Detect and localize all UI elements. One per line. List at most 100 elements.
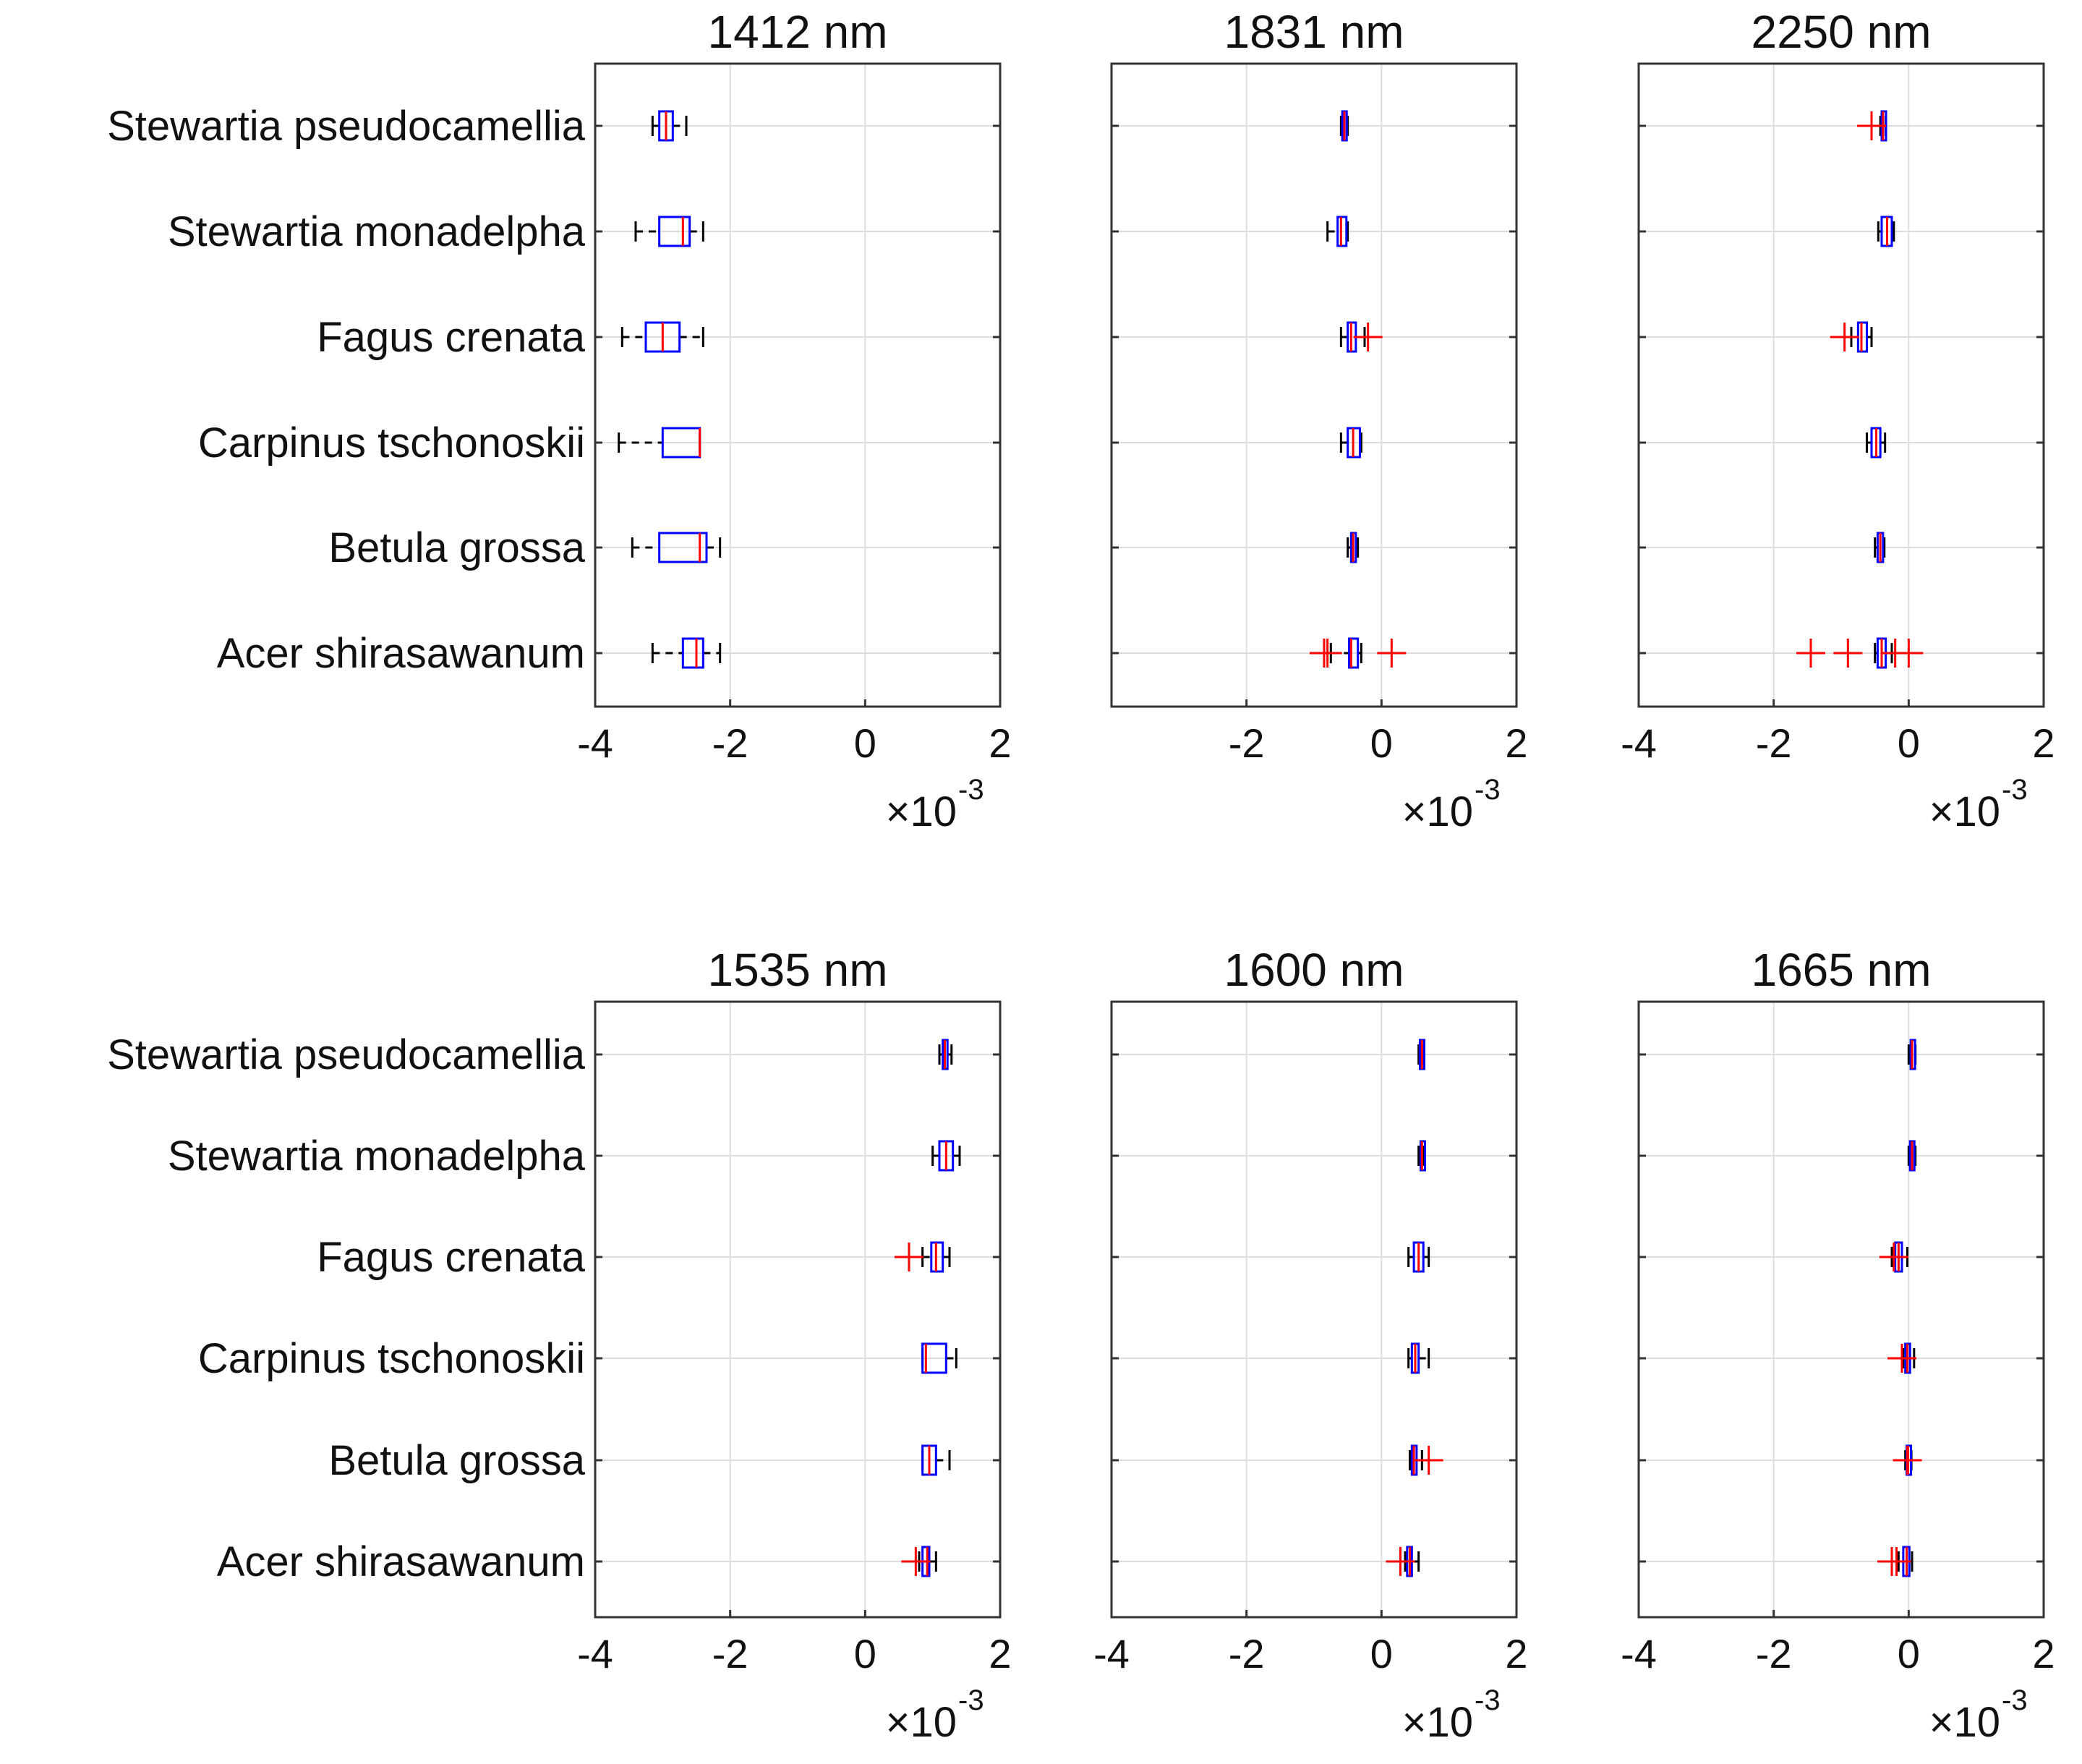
- axes-frame: [1110, 1000, 1518, 1619]
- box-fagus-crenata: [1879, 1241, 1908, 1273]
- box-stewartia-monadelpha: [1877, 216, 1895, 247]
- box-acer-shirasawanum: [1877, 1546, 1914, 1577]
- box-stewartia-pseudocamellia: [651, 110, 688, 142]
- box-stewartia-pseudocamellia: [1907, 1039, 1917, 1070]
- category-label: Stewartia monadelpha: [168, 1133, 586, 1180]
- axes-frame: [594, 62, 1002, 708]
- panel-title: 1535 nm: [707, 944, 887, 996]
- x-tick-label: -2: [1756, 720, 1792, 766]
- box-stewartia-monadelpha: [931, 1140, 961, 1172]
- box-carpinus-tschonoskii: [1865, 427, 1887, 459]
- panel-1600-nm: -4 -2 0 2 ×10 -3 1600 nm: [1093, 944, 1527, 1746]
- box-stewartia-monadelpha: [1417, 1140, 1426, 1172]
- panel-title: 1412 nm: [707, 6, 887, 58]
- axes-frame: [1637, 62, 2045, 708]
- x-tick-label: 2: [1505, 1631, 1527, 1676]
- x-tick-label: -4: [577, 1631, 613, 1676]
- x-tick-label: -2: [1229, 1631, 1265, 1676]
- box-carpinus-tschonoskii: [618, 427, 701, 459]
- panel-2250-nm: -4 -2 0 2 ×10 -3 2250 nm: [1621, 6, 2055, 835]
- x-tick-label: 2: [989, 1631, 1011, 1676]
- panel-title: 1600 nm: [1224, 944, 1404, 996]
- box-fagus-crenata: [1830, 321, 1873, 353]
- x-tick-label: -4: [1093, 1631, 1130, 1676]
- box-fagus-crenata: [1407, 1241, 1430, 1273]
- axes-frame: [1110, 62, 1518, 708]
- x-tick-label: 0: [854, 1631, 876, 1676]
- panel-title: 1665 nm: [1751, 944, 1931, 996]
- panel-1831-nm: -2 0 2 ×10 -3 1831 nm: [1110, 6, 1528, 835]
- box-betula-grossa: [1409, 1444, 1443, 1476]
- x-exponent-label: ×10: [1929, 1699, 2000, 1746]
- x-tick-label: 2: [989, 720, 1011, 766]
- x-exponent-label: ×10: [1929, 788, 2000, 835]
- x-exponent-label: ×10: [886, 788, 957, 835]
- x-tick-label: 0: [1370, 720, 1393, 766]
- panel-1412-nm: -4 -2 0 2 ×10 -3 1412 nm Stewartia pseudocamell…: [107, 6, 1012, 835]
- box-acer-shirasawanum: [901, 1546, 937, 1577]
- box-fagus-crenata: [620, 321, 704, 353]
- box-iqr: [658, 532, 708, 563]
- x-tick-label: 2: [1505, 720, 1527, 766]
- x-tick-label: 2: [2032, 1631, 2055, 1676]
- x-tick-label: 0: [1370, 1631, 1393, 1676]
- category-label: Carpinus tschonoskii: [198, 419, 585, 466]
- box-betula-grossa: [921, 1444, 951, 1476]
- axes-frame: [1637, 1000, 2045, 1619]
- x-exponent-power: -3: [1475, 774, 1501, 806]
- category-label: Stewartia monadelpha: [168, 208, 586, 255]
- box-fagus-crenata: [895, 1241, 951, 1273]
- axes-frame: [594, 1000, 1002, 1619]
- x-exponent-label: ×10: [1402, 1699, 1473, 1746]
- box-iqr: [658, 216, 691, 247]
- category-label: Acer shirasawanum: [217, 1538, 585, 1585]
- box-iqr: [681, 637, 704, 669]
- panel-1665-nm: -4 -2 0 2 ×10 -3 1665 nm: [1621, 944, 2055, 1746]
- x-exponent-power: -3: [958, 1684, 984, 1716]
- box-acer-shirasawanum: [1386, 1546, 1420, 1577]
- category-label: Betula grossa: [328, 1437, 585, 1484]
- x-tick-label: -2: [1756, 1631, 1792, 1676]
- box-betula-grossa: [1347, 532, 1360, 563]
- x-tick-label: -4: [577, 720, 613, 766]
- panel-title: 2250 nm: [1751, 6, 1931, 58]
- x-tick-label: -4: [1621, 1631, 1657, 1676]
- panel-1535-nm: -4 -2 0 2 ×10 -3 1535 nm Stewartia pseudocamell…: [107, 944, 1012, 1746]
- box-stewartia-pseudocamellia: [1417, 1039, 1426, 1070]
- box-acer-shirasawanum: [1310, 637, 1407, 669]
- x-tick-label: 2: [2032, 720, 2055, 766]
- x-tick-label: 0: [1898, 1631, 1920, 1676]
- box-iqr: [921, 1342, 947, 1374]
- x-tick-label: 0: [1898, 720, 1920, 766]
- box-carpinus-tschonoskii: [1407, 1342, 1430, 1374]
- x-exponent-power: -3: [958, 774, 984, 806]
- x-tick-label: -2: [712, 720, 748, 766]
- x-exponent-power: -3: [1475, 1684, 1501, 1716]
- category-label: Stewartia pseudocamellia: [107, 103, 586, 150]
- box-stewartia-monadelpha: [1326, 216, 1349, 247]
- box-stewartia-monadelpha: [634, 216, 704, 247]
- category-label: Stewartia pseudocamellia: [107, 1031, 586, 1078]
- panel-title: 1831 nm: [1224, 6, 1404, 58]
- x-tick-label: -4: [1621, 720, 1657, 766]
- box-fagus-crenata: [1339, 321, 1383, 353]
- x-exponent-power: -3: [2002, 774, 2028, 806]
- box-carpinus-tschonoskii: [1339, 427, 1362, 459]
- category-label: Carpinus tschonoskii: [198, 1335, 585, 1382]
- x-tick-label: -2: [1229, 720, 1265, 766]
- box-acer-shirasawanum: [651, 637, 722, 669]
- x-exponent-label: ×10: [886, 1699, 957, 1746]
- box-iqr: [1348, 637, 1360, 669]
- category-label: Fagus crenata: [317, 314, 586, 361]
- box-carpinus-tschonoskii: [921, 1342, 957, 1374]
- box-betula-grossa: [1874, 532, 1886, 563]
- category-label: Fagus crenata: [317, 1234, 586, 1281]
- box-stewartia-pseudocamellia: [938, 1039, 953, 1070]
- box-betula-grossa: [631, 532, 722, 563]
- box-stewartia-pseudocamellia: [1857, 110, 1887, 142]
- x-exponent-label: ×10: [1402, 788, 1473, 835]
- x-exponent-power: -3: [2002, 1684, 2028, 1716]
- box-stewartia-pseudocamellia: [1339, 110, 1349, 142]
